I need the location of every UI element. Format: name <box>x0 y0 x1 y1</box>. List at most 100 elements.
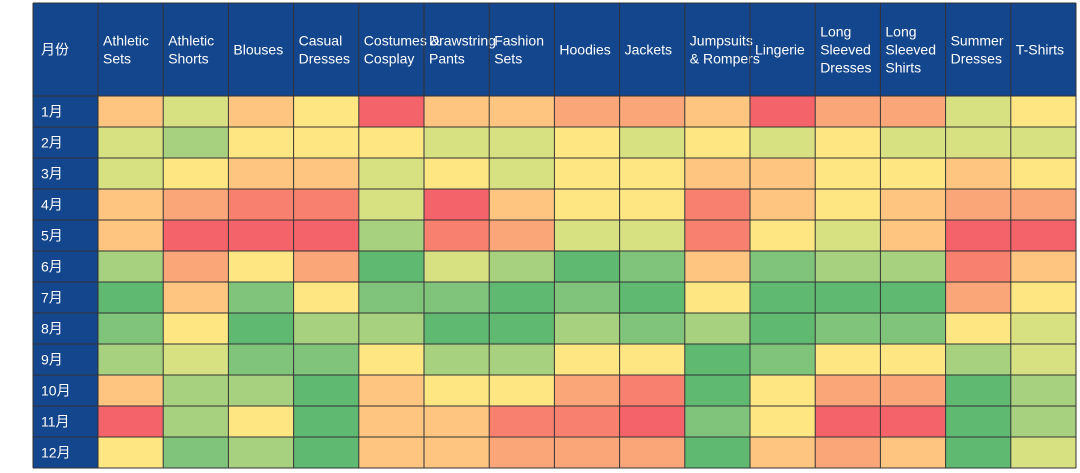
column-header: Long Sleeved Dresses <box>820 24 871 76</box>
column-header: Jumpsuits & Rompers <box>690 33 760 67</box>
heatmap-cell <box>684 158 750 189</box>
heatmap-cell <box>424 437 490 468</box>
row-label: 7月 <box>41 290 63 306</box>
heatmap-cell <box>880 406 946 437</box>
heatmap-cell <box>489 282 555 313</box>
heatmap-cell <box>98 282 164 313</box>
heatmap-cell <box>554 437 620 468</box>
heatmap-cell <box>424 344 490 375</box>
heatmap-cell <box>358 437 424 468</box>
heatmap-cell <box>228 96 294 127</box>
heatmap-cell <box>228 220 294 251</box>
corner-label: 月份 <box>41 42 69 58</box>
column-header: Jackets <box>625 42 672 58</box>
heatmap-cell <box>163 406 229 437</box>
heatmap-cell <box>750 313 816 344</box>
heatmap-cell <box>228 313 294 344</box>
heatmap-cell <box>815 96 881 127</box>
heatmap-cell <box>1010 437 1076 468</box>
heatmap-cell <box>358 96 424 127</box>
heatmap-cell <box>815 344 881 375</box>
heatmap-cell <box>228 282 294 313</box>
heatmap-cell <box>358 344 424 375</box>
heatmap-cell <box>554 220 620 251</box>
heatmap-cell <box>1010 344 1076 375</box>
heatmap-cell <box>880 127 946 158</box>
heatmap-cell <box>880 220 946 251</box>
heatmap-cell <box>880 344 946 375</box>
heatmap-cell <box>945 375 1011 406</box>
heatmap-cell <box>554 251 620 282</box>
column-header: T-Shirts <box>1016 42 1064 58</box>
heatmap-cell <box>228 406 294 437</box>
heatmap-cell <box>98 127 164 158</box>
heatmap-cell <box>163 344 229 375</box>
heatmap-cell <box>489 251 555 282</box>
heatmap-cell <box>945 189 1011 220</box>
heatmap-cell <box>424 127 490 158</box>
heatmap-cell <box>489 406 555 437</box>
heatmap-cell <box>163 127 229 158</box>
heatmap-cell <box>815 220 881 251</box>
heatmap-cell <box>424 313 490 344</box>
heatmap-cell <box>815 282 881 313</box>
heatmap-cell <box>750 251 816 282</box>
heatmap-cell <box>489 96 555 127</box>
heatmap-cell <box>424 251 490 282</box>
heatmap-cell <box>424 282 490 313</box>
heatmap-cell <box>880 282 946 313</box>
heatmap-cell <box>750 127 816 158</box>
heatmap-cell <box>619 375 685 406</box>
heatmap-cell <box>424 96 490 127</box>
heatmap-cell <box>750 158 816 189</box>
heatmap-cell <box>750 344 816 375</box>
heatmap-cell <box>424 220 490 251</box>
heatmap-cell <box>945 158 1011 189</box>
heatmap-cell <box>98 437 164 468</box>
heatmap-cell <box>228 189 294 220</box>
heatmap-cell <box>619 437 685 468</box>
heatmap-cell <box>880 313 946 344</box>
heatmap-cell <box>554 127 620 158</box>
heatmap-cell <box>358 251 424 282</box>
heatmap-cell <box>619 251 685 282</box>
heatmap-cell <box>880 375 946 406</box>
heatmap-cell <box>163 220 229 251</box>
row-label: 10月 <box>41 383 71 399</box>
heatmap-cell <box>880 437 946 468</box>
heatmap-cell <box>750 406 816 437</box>
heatmap-cell <box>945 127 1011 158</box>
column-header: Lingerie <box>755 42 805 58</box>
heatmap-cell <box>489 375 555 406</box>
heatmap-cell <box>424 406 490 437</box>
heatmap-cell <box>489 437 555 468</box>
heatmap-cell <box>750 220 816 251</box>
heatmap-cell <box>1010 158 1076 189</box>
heatmap-cell <box>358 220 424 251</box>
heatmap-cell <box>619 282 685 313</box>
heatmap-cell <box>684 251 750 282</box>
row-label: 11月 <box>41 414 70 430</box>
column-header: Costumes & Cosplay <box>364 33 441 67</box>
heatmap-cell <box>1010 375 1076 406</box>
heatmap-cell <box>98 313 164 344</box>
heatmap-cell <box>619 220 685 251</box>
heatmap-cell <box>945 96 1011 127</box>
heatmap-cell <box>293 313 359 344</box>
heatmap-cell <box>358 189 424 220</box>
heatmap-cell <box>293 127 359 158</box>
heatmap-cell <box>163 96 229 127</box>
heatmap-cell <box>293 375 359 406</box>
heatmap-cell <box>358 313 424 344</box>
column-header: Athletic Shorts <box>168 33 214 67</box>
heatmap-cell <box>358 127 424 158</box>
heatmap-cell <box>619 406 685 437</box>
heatmap-cell <box>1010 406 1076 437</box>
heatmap-cell <box>293 96 359 127</box>
heatmap-cell <box>1010 127 1076 158</box>
column-header: Summer Dresses <box>951 33 1004 67</box>
heatmap-cell <box>1010 189 1076 220</box>
heatmap-cell <box>619 127 685 158</box>
column-header: Blouses <box>233 42 283 58</box>
